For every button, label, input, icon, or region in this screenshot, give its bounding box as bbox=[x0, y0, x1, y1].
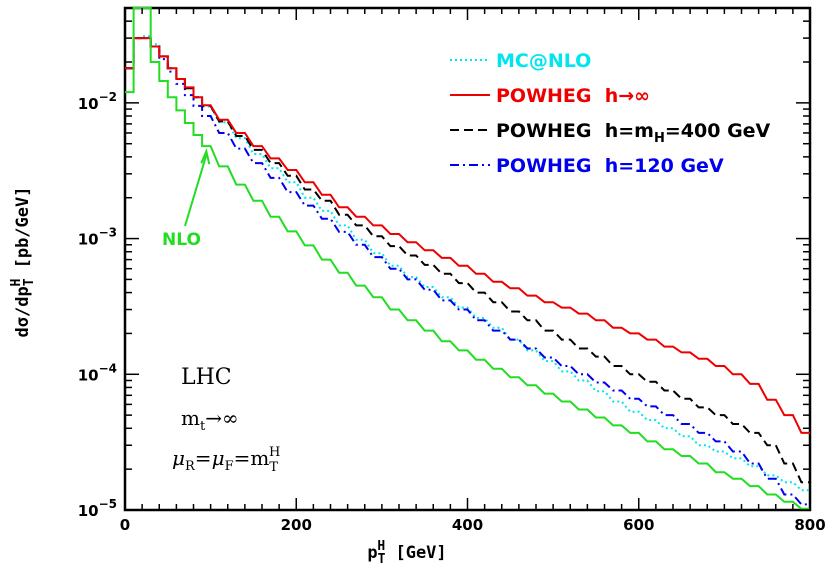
x-axis-title: pTH [GeV] bbox=[367, 539, 446, 567]
y-tick-label: 10−2 bbox=[78, 90, 117, 113]
nlo-arrow bbox=[184, 154, 208, 227]
x-tick-label: 600 bbox=[623, 516, 654, 534]
x-tick-label: 0 bbox=[120, 516, 130, 534]
legend-entry-powheg-inf: POWHEG h→∞ bbox=[450, 85, 650, 107]
legend-label-powheg-400: POWHEG h=mH=400 GeV bbox=[496, 120, 771, 146]
lhc-label: LHC bbox=[181, 365, 232, 390]
series-layer bbox=[125, 7, 810, 510]
y-axis-title: dσ/dpTH [pb/GeV] bbox=[9, 187, 37, 338]
legend-label-mcnlo: MC@NLO bbox=[496, 50, 591, 72]
x-tick-label: 400 bbox=[452, 516, 483, 534]
mt-label: mt→∞ bbox=[181, 406, 239, 434]
series-powheg-h bbox=[125, 37, 810, 434]
series-powheg-h-120-gev bbox=[125, 37, 810, 506]
plot-frame bbox=[123, 6, 812, 512]
nlo-arrow-head bbox=[200, 147, 211, 165]
x-tick-label: 800 bbox=[794, 516, 825, 534]
y-tick-label: 10−3 bbox=[78, 226, 117, 249]
legend-entry-mcnlo: MC@NLO bbox=[450, 50, 591, 72]
legend-label-powheg-inf: POWHEG h→∞ bbox=[496, 85, 650, 107]
y-tick-label: 10−5 bbox=[78, 497, 117, 520]
plot-border bbox=[123, 6, 812, 512]
legend-label-powheg-120: POWHEG h=120 GeV bbox=[496, 155, 724, 177]
x-tick-label: 200 bbox=[281, 516, 312, 534]
legend-entry-powheg-120: POWHEG h=120 GeV bbox=[450, 155, 724, 177]
nlo-annotation: NLO bbox=[162, 147, 211, 250]
nlo-label: NLO bbox=[162, 230, 201, 250]
legend: MC@NLO POWHEG h→∞ POWHEG h=mH=400 GeV PO… bbox=[450, 50, 771, 177]
ticks-layer: 0 200 400 600 800 10−2 10−3 10−4 10−5 bbox=[78, 7, 826, 534]
legend-entry-powheg-400: POWHEG h=mH=400 GeV bbox=[450, 120, 771, 146]
info-text: LHC mt→∞ μR=μF=mTH bbox=[172, 365, 280, 475]
y-tick-label: 10−4 bbox=[78, 361, 117, 384]
scale-label: μR=μF=mTH bbox=[172, 445, 280, 475]
series-nlo bbox=[125, 7, 810, 510]
